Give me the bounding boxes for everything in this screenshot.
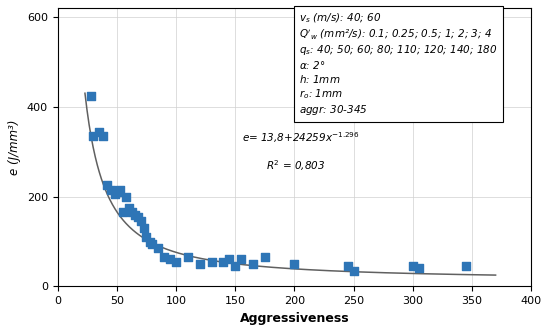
Point — [249, 261, 257, 267]
Point — [414, 266, 423, 271]
Point — [124, 205, 133, 210]
Point — [154, 246, 163, 251]
Point — [122, 194, 131, 199]
Point — [134, 214, 142, 219]
Y-axis label: e (J/mm³): e (J/mm³) — [8, 120, 21, 175]
Point — [89, 134, 98, 139]
Point — [195, 261, 204, 267]
Point — [146, 239, 155, 244]
Text: $v_s$ (m/s): 40; 60
$Q'_w$ (mm²/s): 0.1; 0.25; 0.5; 1; 2; 3; 4
$q_s$: 40; 50; 60: $v_s$ (m/s): 40; 60 $Q'_w$ (mm²/s): 0.1;… — [299, 11, 498, 117]
Point — [95, 129, 103, 134]
Point — [140, 225, 148, 231]
Point — [219, 259, 228, 264]
Point — [290, 261, 299, 267]
Point — [225, 257, 234, 262]
Point — [103, 183, 112, 188]
Point — [148, 241, 157, 246]
Point — [130, 212, 139, 217]
Point — [86, 93, 95, 99]
Point — [261, 254, 270, 260]
Point — [128, 210, 137, 215]
Point — [160, 254, 169, 260]
Point — [113, 189, 122, 195]
Point — [461, 263, 470, 269]
Point — [184, 254, 192, 260]
Point — [136, 219, 145, 224]
Point — [408, 263, 417, 269]
Point — [98, 134, 107, 139]
Text: $R^2$ = 0,803: $R^2$ = 0,803 — [266, 159, 325, 173]
Point — [172, 259, 180, 264]
Point — [207, 259, 216, 264]
Point — [142, 234, 151, 240]
Point — [116, 187, 125, 192]
Point — [110, 192, 119, 197]
Point — [343, 263, 352, 269]
Text: $e$= 13,8+24259$x^{-1.296}$: $e$= 13,8+24259$x^{-1.296}$ — [243, 131, 360, 146]
Point — [231, 263, 240, 269]
X-axis label: Aggressiveness: Aggressiveness — [240, 312, 349, 325]
Point — [118, 210, 127, 215]
Point — [236, 257, 245, 262]
Point — [166, 257, 174, 262]
Point — [349, 268, 358, 273]
Point — [107, 187, 116, 192]
